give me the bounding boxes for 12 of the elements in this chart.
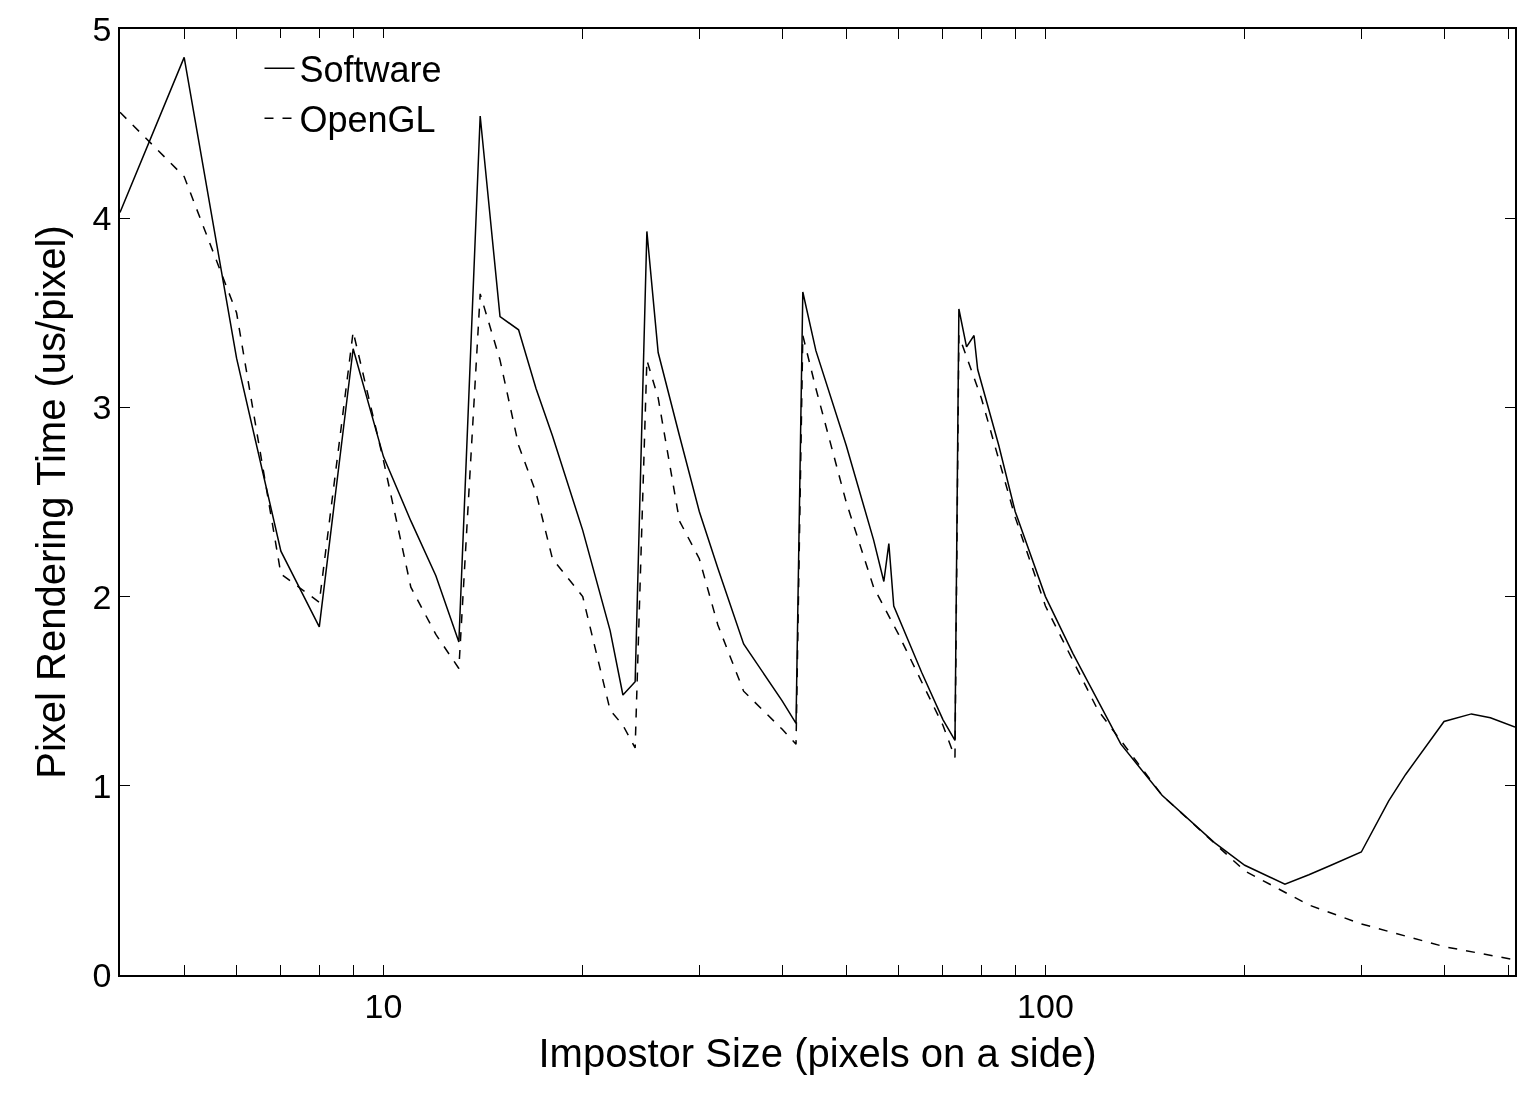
y-tick-label: 1 [92, 766, 112, 805]
x-axis-title: Impostor Size (pixels on a side) [538, 1030, 1097, 1075]
legend-label: Software [299, 49, 442, 91]
y-tick-label: 0 [92, 955, 112, 994]
y-tick-label: 4 [92, 199, 112, 238]
y-tick-label: 3 [92, 388, 112, 427]
legend-label: OpenGL [299, 99, 436, 141]
x-tick-label: 100 [1017, 986, 1074, 1025]
y-tick-label: 5 [92, 9, 112, 48]
y-axis-title: Pixel Rendering Time (us/pixel) [28, 225, 73, 779]
x-tick-label: 10 [364, 986, 403, 1025]
y-tick-label: 2 [92, 577, 112, 616]
